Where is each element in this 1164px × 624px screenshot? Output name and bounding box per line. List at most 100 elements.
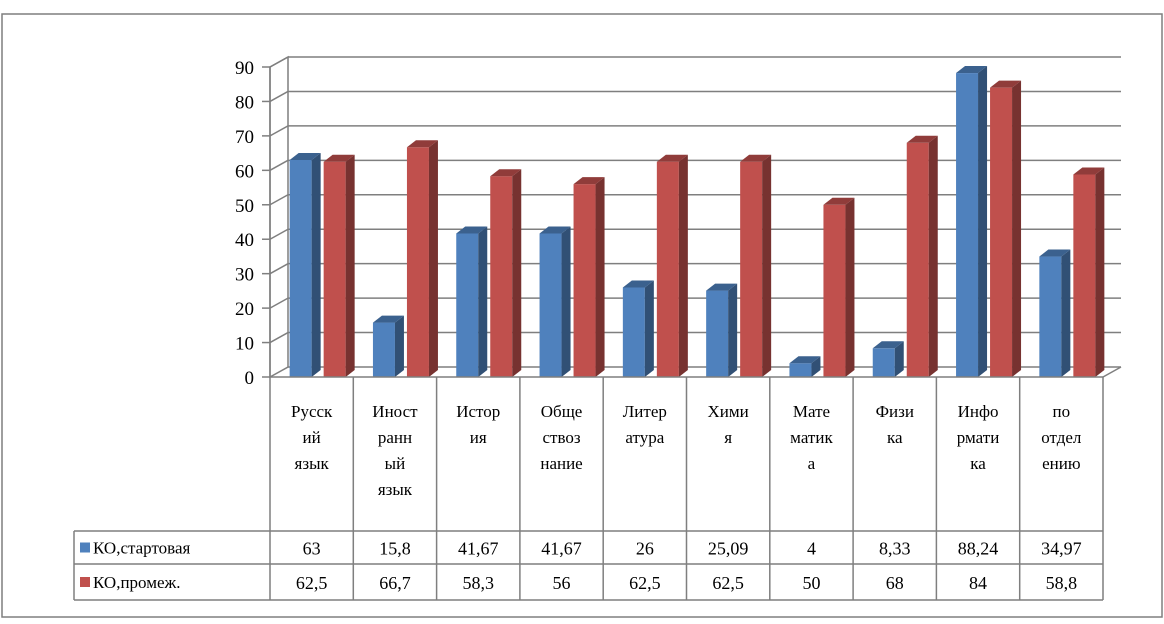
bar-s1-c10-front (1039, 256, 1062, 377)
bar-s2-c10-front (1073, 174, 1096, 377)
bar-s2-c2-side (428, 140, 438, 377)
legend-key-s1 (80, 542, 90, 553)
y-tick-label: 80 (235, 92, 254, 113)
bar-s2-c7-front (823, 204, 846, 377)
bar-s2-c3 (490, 169, 522, 377)
category-label: ка (887, 428, 903, 447)
data-label-s1-c3: 41,67 (458, 539, 499, 559)
data-label-s1-c7: 4 (807, 539, 816, 559)
category-label: ка (970, 454, 986, 473)
data-label-s1-c8: 8,33 (879, 539, 911, 559)
category-label: Истор (456, 402, 500, 421)
bar-s2-c8-top (906, 135, 938, 143)
bar-s1-c10-top (1039, 249, 1071, 257)
y-tick-label: 0 (245, 368, 255, 389)
y-axis-ticks: 0 10 20 30 40 50 60 70 80 90 (235, 58, 271, 389)
gridline-side (269, 297, 289, 309)
bar-s1-c8-top (872, 341, 904, 349)
bar-s1-c6-front (706, 290, 729, 377)
category-label: ий (303, 428, 321, 447)
bar-s2-c10-side (1095, 167, 1105, 377)
data-label-s1-c4: 41,67 (541, 539, 582, 559)
data-label-s2-c5: 62,5 (629, 573, 661, 593)
gridline-side (269, 263, 289, 275)
bar-s2-c3-top (490, 169, 522, 177)
category-label: а (808, 454, 816, 473)
data-label-s2-c4: 56 (553, 573, 571, 593)
bar-s1-c5-side (644, 280, 654, 377)
bar-s2-c9-front (990, 87, 1013, 378)
bar-s2-c2 (406, 140, 438, 377)
bar-s2-c1-front (323, 161, 346, 377)
bar-s1-c8 (872, 341, 904, 377)
floor-right-edge (1102, 366, 1122, 378)
gridline-side (269, 159, 289, 171)
bar-s1-c3-front (456, 233, 479, 377)
category-label: атура (625, 428, 664, 447)
bar-s2-c4-top (573, 177, 605, 185)
bar-s2-c8-front (906, 142, 929, 377)
bar-s2-c9-side (1012, 80, 1022, 378)
data-label-s1-c5: 26 (636, 539, 654, 559)
bar-s1-c5 (622, 280, 654, 377)
bar-s2-c6-front (740, 161, 763, 377)
category-label: Русск (291, 402, 333, 421)
back-wall-left (269, 55, 289, 379)
data-label-s1-c6: 25,09 (708, 539, 749, 559)
bar-s2-c5-front (656, 161, 679, 377)
y-tick-label: 30 (235, 265, 254, 286)
data-label-s2-c3: 58,3 (463, 573, 495, 593)
data-label-s2-c1: 62,5 (296, 573, 328, 593)
category-label: язык (295, 454, 330, 473)
category-label: рмати (957, 428, 1000, 447)
category-label: ствоз (542, 428, 580, 447)
bar-s1-c1-front (289, 160, 312, 377)
legend-label-s1: КО,стартовая (93, 539, 190, 558)
legend-key-s2 (80, 577, 90, 587)
y-tick-label: 20 (235, 299, 254, 320)
bar-s1-c6-side (728, 283, 738, 377)
bar-s1-c7-side (811, 356, 821, 377)
bar-s1-c3 (456, 226, 488, 377)
bar-s1-c9-top (956, 66, 988, 74)
bar-s2-c6-top (740, 154, 772, 162)
bar-s2-c5-side (678, 154, 688, 377)
bar-s1-c2-side (394, 315, 404, 377)
bar-s1-c4-side (561, 226, 571, 377)
gridline-side (269, 194, 289, 206)
bar-s2-c9 (990, 80, 1022, 378)
gridline-side (269, 56, 289, 68)
y-tick-label: 40 (235, 230, 254, 251)
bar-s2-c6 (740, 154, 772, 377)
bar-s2-c7-top (823, 197, 855, 205)
gridline-side (269, 228, 289, 240)
bar-s2-c1 (323, 154, 355, 377)
legend-label-s2: КО,промеж. (93, 573, 181, 592)
bar-s1-c6-top (706, 283, 738, 291)
gridline-side (269, 331, 289, 344)
data-label-s2-c2: 66,7 (379, 573, 411, 593)
bar-s2-c4-front (573, 184, 596, 377)
bar-s1-c1-side (311, 153, 321, 377)
gridline-side (269, 125, 289, 137)
bar-s2-c9-top (990, 80, 1022, 88)
bar-s2-c10 (1073, 167, 1105, 377)
bar-s2-c2-top (406, 140, 438, 148)
bar-s2-c7 (823, 197, 855, 377)
bar-s2-c4 (573, 177, 605, 377)
category-label: отдел (1041, 428, 1082, 447)
data-label-s2-c7: 50 (802, 573, 820, 593)
category-label: ению (1042, 454, 1081, 473)
bar-s2-c2-front (406, 147, 429, 377)
bar-s1-c5-front (622, 287, 645, 377)
bar-s1-c3-side (478, 226, 488, 377)
category-label: ый (385, 454, 406, 473)
bar-s2-c8-side (928, 135, 938, 377)
bar-s1-c6 (706, 283, 738, 377)
bar-s1-c8-side (894, 341, 904, 377)
category-label: матик (790, 428, 833, 447)
bar-s2-c3-side (512, 169, 522, 377)
bar-s1-c4 (539, 226, 571, 377)
